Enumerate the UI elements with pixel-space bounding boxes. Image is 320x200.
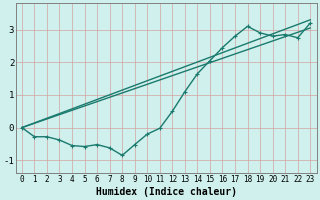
X-axis label: Humidex (Indice chaleur): Humidex (Indice chaleur)	[96, 186, 236, 197]
